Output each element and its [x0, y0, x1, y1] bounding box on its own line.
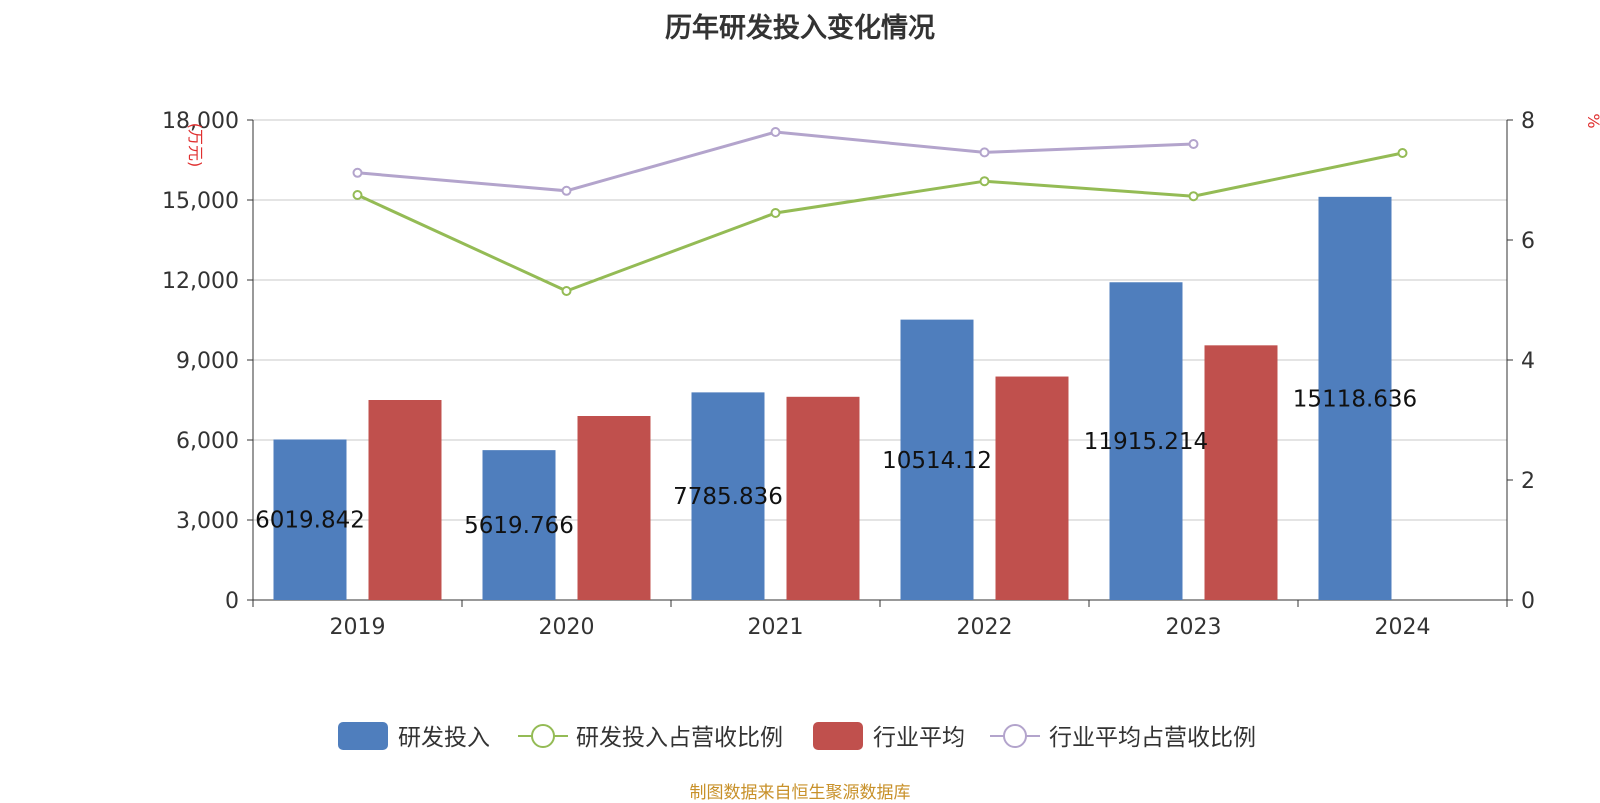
y-left-tick-label: 12,000 — [162, 269, 239, 294]
y-left-tick-label: 0 — [225, 589, 239, 614]
line-point — [979, 176, 990, 187]
bar-rd — [1109, 282, 1183, 600]
line-industry-ratio — [357, 130, 1194, 193]
y-left-axis-title: (万元) — [186, 123, 205, 168]
bar-data-label: 5619.766 — [464, 513, 574, 539]
x-tick-label: 2024 — [1375, 615, 1431, 640]
line-point — [1188, 139, 1199, 149]
x-tick-label: 2019 — [330, 615, 386, 640]
legend-label-0: 研发投入 — [398, 725, 490, 751]
source-note: 制图数据来自恒生聚源数据库 — [689, 783, 911, 803]
bar-industry — [1204, 345, 1278, 600]
bar-rd — [1318, 196, 1392, 601]
lines — [352, 127, 1408, 296]
grid-lines — [253, 119, 1507, 521]
y-left-tick-label: 18,000 — [162, 109, 239, 134]
bar-data-label: 11915.214 — [1084, 429, 1208, 455]
x-tick-label: 2021 — [748, 615, 804, 640]
bar-industry — [577, 416, 651, 600]
legend-swatch-0 — [338, 722, 388, 750]
legend-label-2: 行业平均 — [873, 725, 965, 751]
bar-rd — [900, 319, 974, 600]
bar-rd — [273, 439, 347, 600]
legend-label-3: 行业平均占营收比例 — [1049, 725, 1256, 751]
axes: 0 3,000 6,000 9,000 12,000 15,000 18,000 0 2 4 6 8 2… — [162, 109, 1600, 640]
legend-label-1: 研发投入占营收比例 — [576, 725, 783, 751]
y-right-tick-label: 2 — [1521, 469, 1535, 494]
bar-industry — [786, 396, 860, 600]
line-rd-ratio — [356, 151, 1403, 293]
bar-data-label: 10514.12 — [882, 448, 992, 474]
bar-industry — [368, 400, 442, 600]
bar-data-label: 15118.636 — [1293, 386, 1417, 412]
y-left-tick-label: 15,000 — [162, 189, 239, 214]
y-right-tick-label: 4 — [1521, 349, 1535, 374]
line-point — [770, 208, 781, 218]
legend: 研发投入 研发投入占营收比例 行业平均 行业平均占营收比例 — [338, 722, 1256, 751]
line-point — [1188, 191, 1199, 202]
legend-marker-3 — [1003, 724, 1027, 748]
legend-swatch-2 — [813, 722, 863, 750]
data-labels: 6019.842 5619.766 7785.836 10514.12 11915.21… — [255, 386, 1417, 539]
line-point — [770, 127, 781, 137]
y-right-tick-label: 6 — [1521, 229, 1535, 254]
x-tick-label: 2023 — [1166, 615, 1222, 640]
y-left-tick-label: 3,000 — [176, 509, 239, 534]
bar-rd — [691, 392, 765, 600]
bar-industry — [995, 376, 1069, 600]
bar-rd — [482, 450, 556, 600]
bar-data-label: 7785.836 — [673, 484, 783, 510]
bar-data-label: 6019.842 — [255, 508, 365, 534]
line-point — [561, 185, 572, 196]
line-point — [979, 147, 990, 158]
x-tick-label: 2022 — [957, 615, 1013, 640]
line-point — [352, 190, 363, 200]
y-left-tick-label: 6,000 — [176, 429, 239, 454]
y-right-axis-title: % — [1584, 113, 1600, 128]
x-tick-label: 2020 — [539, 615, 595, 640]
line-point — [352, 167, 363, 178]
line-point — [561, 286, 572, 296]
y-right-tick-label: 0 — [1521, 589, 1535, 614]
y-left-tick-label: 9,000 — [176, 349, 239, 374]
bars — [273, 196, 1392, 601]
legend-marker-1 — [531, 724, 555, 748]
chart-title: 历年研发投入变化情况 — [665, 13, 935, 44]
line-point — [1397, 148, 1408, 158]
y-right-tick-label: 8 — [1521, 109, 1535, 134]
